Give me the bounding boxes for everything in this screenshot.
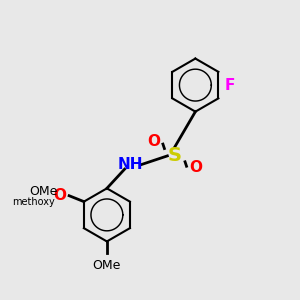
Text: F: F [225, 78, 235, 93]
Text: O: O [148, 134, 160, 149]
Text: NH: NH [118, 157, 143, 172]
Text: OMe: OMe [29, 185, 57, 198]
Text: methoxy: methoxy [12, 196, 54, 207]
Text: O: O [53, 188, 66, 203]
Text: O: O [189, 160, 202, 175]
Text: S: S [168, 146, 182, 165]
Text: OMe: OMe [93, 259, 121, 272]
